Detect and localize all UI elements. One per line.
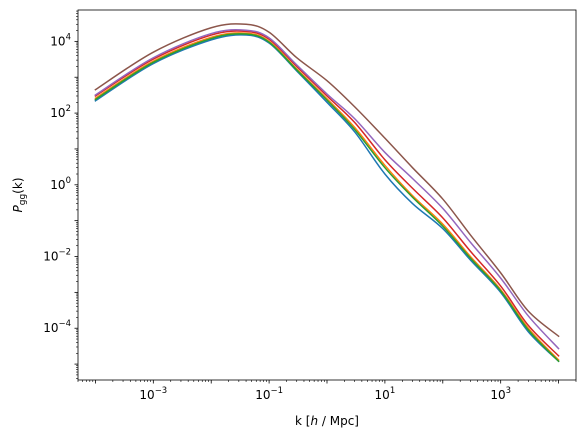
x-tick-label: 10−1 <box>255 386 283 402</box>
y-axis-ticks: 10−4 10−2 100 102 104 <box>43 10 78 379</box>
y-tick-label: 10−4 <box>43 319 71 335</box>
series-line-2 <box>94 32 560 362</box>
x-axis-label: k [h / Mpc] <box>295 414 359 428</box>
series-line-4 <box>94 30 560 357</box>
series-line-3 <box>94 33 560 363</box>
y-axis-label: Pgg(k) <box>11 178 28 213</box>
x-axis-ticks: 10−3 10−1 101 103 <box>77 380 577 402</box>
series-line-5 <box>94 28 560 350</box>
series-line-1 <box>94 34 560 363</box>
axes-background <box>78 10 576 380</box>
y-tick-label: 102 <box>50 104 71 120</box>
x-tick-label: 101 <box>375 386 396 402</box>
series-layer <box>94 23 560 363</box>
x-tick-label: 10−3 <box>139 386 167 402</box>
y-tick-label: 104 <box>50 32 71 48</box>
y-tick-label: 100 <box>50 176 71 192</box>
plot-area: 10−3 10−1 101 103 10−4 10−2 100 102 104 <box>43 9 577 402</box>
series-line-6 <box>94 23 560 338</box>
x-tick-label: 103 <box>490 386 511 402</box>
y-tick-label: 10−2 <box>43 248 71 264</box>
